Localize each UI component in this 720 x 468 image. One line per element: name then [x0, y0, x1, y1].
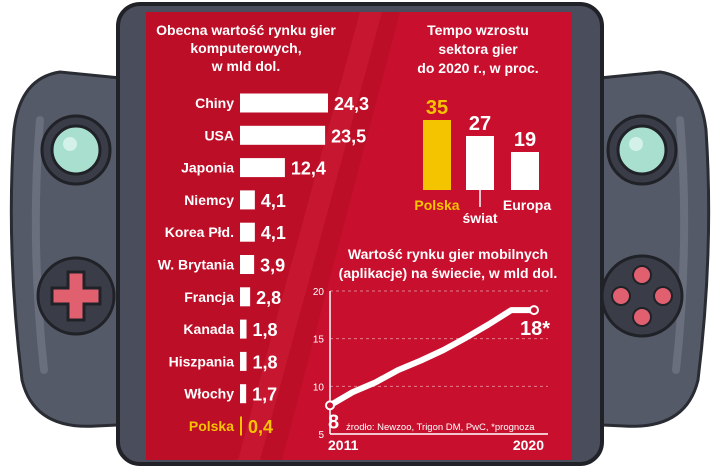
bar-category-label: Chiny: [195, 95, 234, 111]
bar-category-label: Korea Płd.: [165, 224, 234, 240]
chart2-title-line1: Tempo wzrostu: [427, 22, 529, 38]
bar: [240, 287, 251, 307]
bar-value-label: 12,4: [291, 159, 326, 179]
bar-category-label: Hiszpania: [169, 353, 235, 369]
bar: [240, 416, 242, 436]
bar-category-label: W. Brytania: [158, 257, 234, 273]
bar-category-label: Włochy: [184, 386, 234, 402]
chart2-title-line2: sektora gier: [438, 41, 518, 57]
joystick-icon: [606, 114, 678, 186]
bar-category-label: Polska: [189, 418, 234, 434]
line-point: [325, 400, 335, 411]
bar-category-label: Europa: [503, 197, 551, 213]
series-line: [327, 307, 537, 409]
bar: [240, 222, 255, 242]
chart3-title-line2: (aplikacje) na świecie, w mld dol.: [339, 265, 558, 281]
bar: [466, 136, 494, 190]
bar: [240, 384, 247, 404]
bar: [240, 319, 247, 339]
bar: [423, 120, 451, 190]
bar-category-label: USA: [204, 127, 234, 143]
bar-category-label: Niemcy: [184, 192, 234, 208]
y-tick-label: 15: [313, 335, 325, 346]
bar-value-label: 4,1: [261, 223, 286, 243]
bar-value-label: 0,4: [248, 417, 273, 437]
bar: [240, 93, 328, 113]
market-value-chart: Obecna wartość rynku gier komputerowych,…: [156, 22, 369, 437]
y-tick-label: 5: [318, 430, 324, 441]
y-tick-label: 20: [313, 287, 325, 298]
start-value-label: 8: [328, 411, 339, 433]
chart1-title-line3: w mld dol.: [211, 58, 280, 74]
joystick-icon: [40, 114, 112, 186]
source-note: źrodło: Newzoo, Trigon DM, PwC, *prognoz…: [346, 422, 535, 433]
end-value-label: 18*: [520, 318, 550, 340]
bar-category-label: Polska: [414, 197, 459, 213]
bar-value-label: 19: [514, 129, 536, 151]
bar-value-label: 24,3: [334, 94, 369, 114]
bar-category-label: Francja: [184, 289, 234, 305]
growth-rate-chart: Tempo wzrostu sektora gier do 2020 r., w…: [414, 22, 551, 226]
bar-value-label: 2,8: [256, 288, 281, 308]
chart1-title-line2: komputerowych,: [190, 40, 301, 56]
bar: [240, 351, 247, 371]
face-buttons-icon: [600, 254, 684, 338]
bar-value-label: 4,1: [261, 191, 286, 211]
screen: [146, 12, 572, 460]
bar: [240, 255, 255, 274]
chart1-title-line1: Obecna wartość rynku gier: [156, 22, 336, 38]
bar-value-label: 1,7: [252, 385, 277, 405]
bar: [240, 158, 285, 178]
dpad-icon: [36, 256, 116, 336]
chart2-title-line3: do 2020 r., w proc.: [417, 60, 538, 76]
bar-value-label: 27: [469, 113, 491, 135]
bar-value-label: 1,8: [253, 320, 278, 340]
chart3-title-line1: Wartość rynku gier mobilnych: [348, 246, 548, 262]
bar-value-label: 35: [426, 97, 448, 119]
mobile-market-chart: Wartość rynku gier mobilnych (aplikacje)…: [313, 246, 557, 453]
x-tick-label: 2020: [513, 437, 544, 453]
bar-value-label: 3,9: [260, 256, 285, 276]
bar-category-label: świat: [462, 210, 497, 226]
bar-value-label: 1,8: [253, 352, 278, 372]
line-point: [529, 305, 539, 316]
bar-category-label: Kanada: [183, 321, 234, 337]
x-tick-label: 2011: [328, 437, 359, 453]
y-tick-label: 10: [313, 382, 325, 393]
bar-category-label: Japonia: [181, 160, 234, 176]
bar: [240, 190, 255, 210]
bar: [511, 152, 539, 190]
bar: [240, 125, 326, 145]
bar-value-label: 23,5: [331, 126, 366, 146]
